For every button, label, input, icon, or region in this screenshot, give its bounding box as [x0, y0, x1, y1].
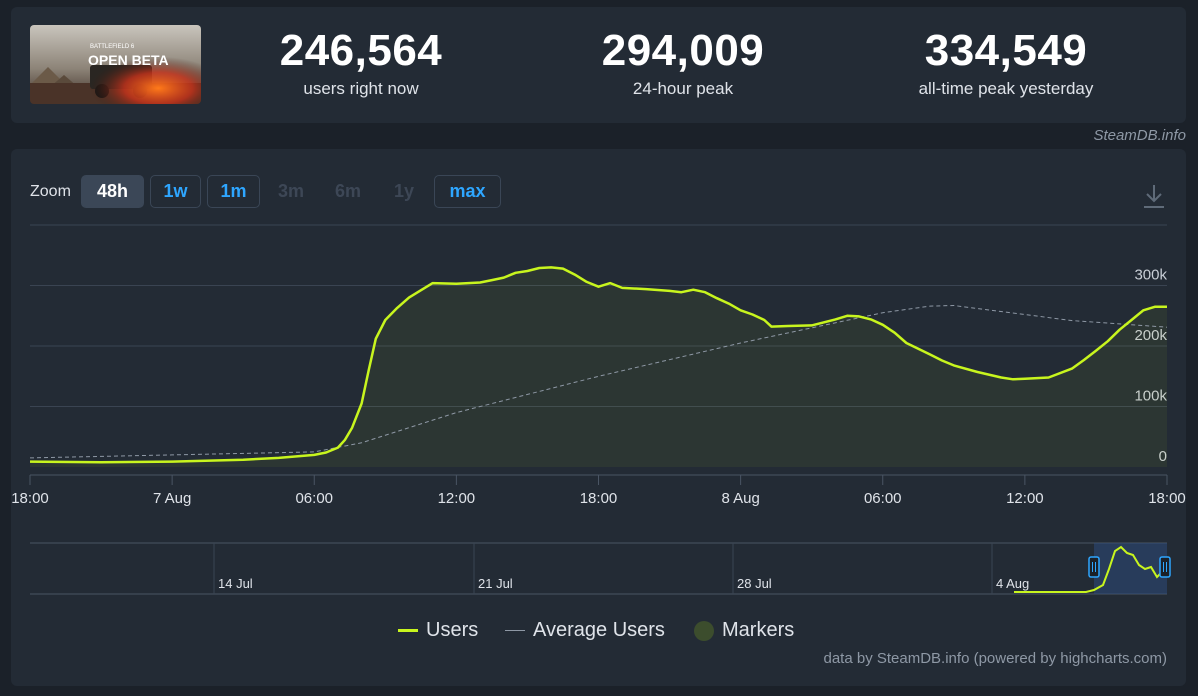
thumbnail-line2: OPEN BETA: [88, 52, 169, 68]
legend-markers-label: Markers: [722, 619, 795, 641]
legend-users-label: Users: [426, 619, 479, 641]
chart-panel: Zoom 48h 1w 1m 3m 6m 1y max 0 100k 200k 300…: [11, 149, 1186, 686]
stats-panel: BATTLEFIELD 6 OPEN BETA 246,564 users ri…: [11, 7, 1186, 123]
x-tick-label: 8 Aug: [721, 490, 759, 507]
stat-users-now: 246,564 users right now: [241, 25, 481, 99]
stat-value: 246,564: [279, 26, 443, 75]
stat-label: 24-hour peak: [632, 79, 734, 98]
legend-average-label: Average Users: [533, 619, 665, 641]
navigator-label: 14 Jul: [218, 576, 253, 591]
stat-value: 334,549: [924, 26, 1088, 75]
navigator-label: 21 Jul: [478, 576, 513, 591]
download-icon[interactable]: [1142, 183, 1166, 209]
highcharts-credit[interactable]: data by SteamDB.info (powered by highcha…: [823, 650, 1168, 667]
navigator-users-line: [1014, 545, 1168, 593]
game-thumbnail-image: BATTLEFIELD 6 OPEN BETA: [30, 25, 201, 104]
player-count-chart: 0 100k 200k 300k 18:00 7 Aug 06:00 12:00 18:00 8 …: [11, 224, 1186, 595]
zoom-3m-button: 3m: [277, 181, 304, 201]
steamdb-attribution[interactable]: SteamDB.info: [1093, 127, 1186, 144]
navigator-selection: [1094, 543, 1167, 594]
x-tick-label: 18:00: [11, 490, 49, 507]
game-thumbnail[interactable]: BATTLEFIELD 6 OPEN BETA: [30, 25, 201, 104]
x-tick-label: 12:00: [1006, 490, 1044, 507]
zoom-label: Zoom: [30, 183, 71, 200]
navigator-label: 28 Jul: [737, 576, 772, 591]
stat-label: users right now: [303, 79, 419, 98]
x-tick-label: 06:00: [295, 490, 333, 507]
y-tick-label: 100k: [1134, 388, 1167, 405]
chart-legend: Users Average Users Markers: [11, 617, 1186, 643]
x-tick-label: 7 Aug: [153, 490, 191, 507]
zoom-6m-button: 6m: [334, 181, 361, 201]
x-tick-label: 12:00: [438, 490, 476, 507]
stat-value: 294,009: [601, 26, 765, 75]
markers-swatch: [694, 620, 714, 641]
y-tick-label: 200k: [1134, 327, 1167, 344]
navigator-handle-right[interactable]: [1159, 556, 1171, 578]
users-line: [30, 266, 1167, 464]
users-line-swatch: [398, 629, 418, 633]
zoom-1m-button[interactable]: 1m: [207, 175, 260, 208]
navigator-handle-left[interactable]: [1088, 556, 1100, 578]
zoom-48h-button[interactable]: 48h: [81, 175, 144, 208]
zoom-max-button[interactable]: max: [434, 175, 501, 208]
stat-24h-peak: 294,009 24-hour peak: [563, 25, 803, 99]
y-tick-label: 300k: [1134, 267, 1167, 284]
average-line-swatch: [505, 630, 525, 632]
navigator-label: 4 Aug: [996, 576, 1029, 591]
x-tick-label: 18:00: [580, 490, 618, 507]
stat-label: all-time peak yesterday: [918, 79, 1094, 98]
x-tick-label: 06:00: [864, 490, 902, 507]
legend-average[interactable]: Average Users: [505, 617, 665, 643]
x-tick-label: 18:00: [1148, 490, 1186, 507]
thumbnail-line1: BATTLEFIELD 6: [90, 44, 135, 50]
legend-markers[interactable]: Markers: [694, 617, 794, 643]
stat-alltime-peak: 334,549 all-time peak yesterday: [886, 25, 1126, 99]
zoom-1w-button[interactable]: 1w: [150, 175, 201, 208]
users-area-fill: [30, 267, 1167, 467]
y-tick-label: 0: [1159, 448, 1167, 465]
legend-users[interactable]: Users: [398, 617, 478, 643]
average-users-line: [30, 304, 1167, 459]
zoom-1y-button: 1y: [393, 181, 415, 201]
